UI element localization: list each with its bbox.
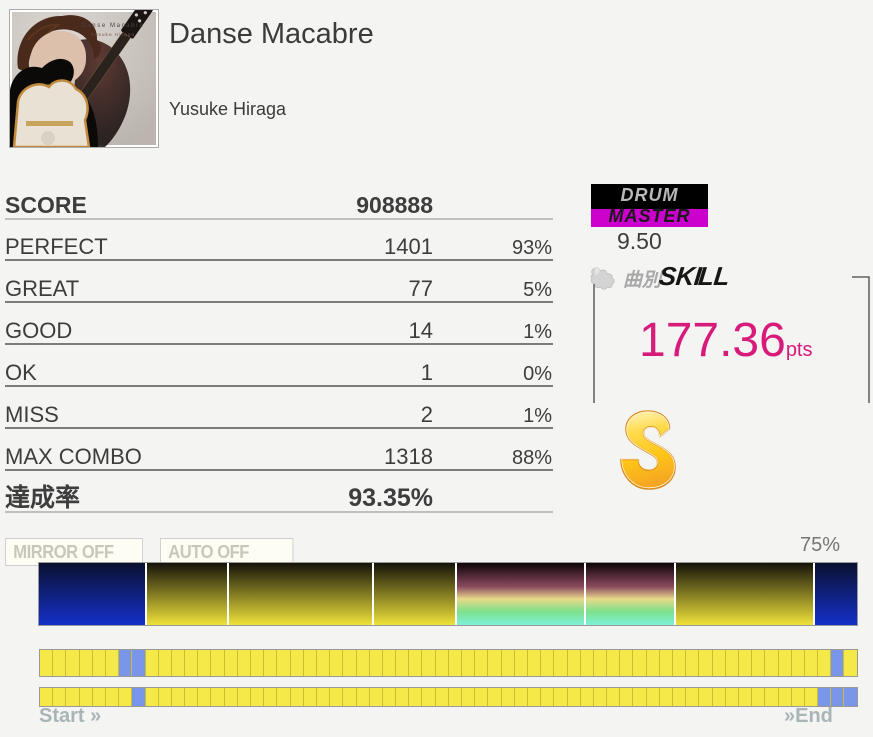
- svg-text:77: 77: [409, 276, 433, 301]
- svg-text:MISS: MISS: [5, 402, 59, 427]
- svg-text:Yusuke Hiraga: Yusuke Hiraga: [91, 32, 135, 38]
- svg-text:GOOD: GOOD: [5, 318, 72, 343]
- svg-text:0%: 0%: [523, 363, 552, 385]
- svg-text:達成率: 達成率: [5, 483, 80, 512]
- svg-text:2: 2: [421, 402, 433, 427]
- svg-text:88%: 88%: [512, 447, 552, 469]
- svg-text:MAX COMBO: MAX COMBO: [5, 444, 142, 469]
- svg-text:93%: 93%: [512, 237, 552, 259]
- svg-text:SCORE: SCORE: [5, 192, 87, 218]
- svg-text:1318: 1318: [384, 444, 433, 469]
- svg-text:1: 1: [421, 360, 433, 385]
- svg-text:908888: 908888: [356, 192, 433, 218]
- svg-text:1401: 1401: [384, 234, 433, 259]
- svg-text:PERFECT: PERFECT: [5, 234, 108, 259]
- svg-text:1%: 1%: [523, 405, 552, 427]
- svg-text:93.35%: 93.35%: [348, 484, 433, 512]
- svg-text:14: 14: [409, 318, 433, 343]
- svg-text:5%: 5%: [523, 279, 552, 301]
- svg-text:GREAT: GREAT: [5, 276, 79, 301]
- svg-text:Danse Macabre: Danse Macabre: [81, 23, 144, 29]
- svg-text:1%: 1%: [523, 321, 552, 343]
- svg-text:OK: OK: [5, 360, 37, 385]
